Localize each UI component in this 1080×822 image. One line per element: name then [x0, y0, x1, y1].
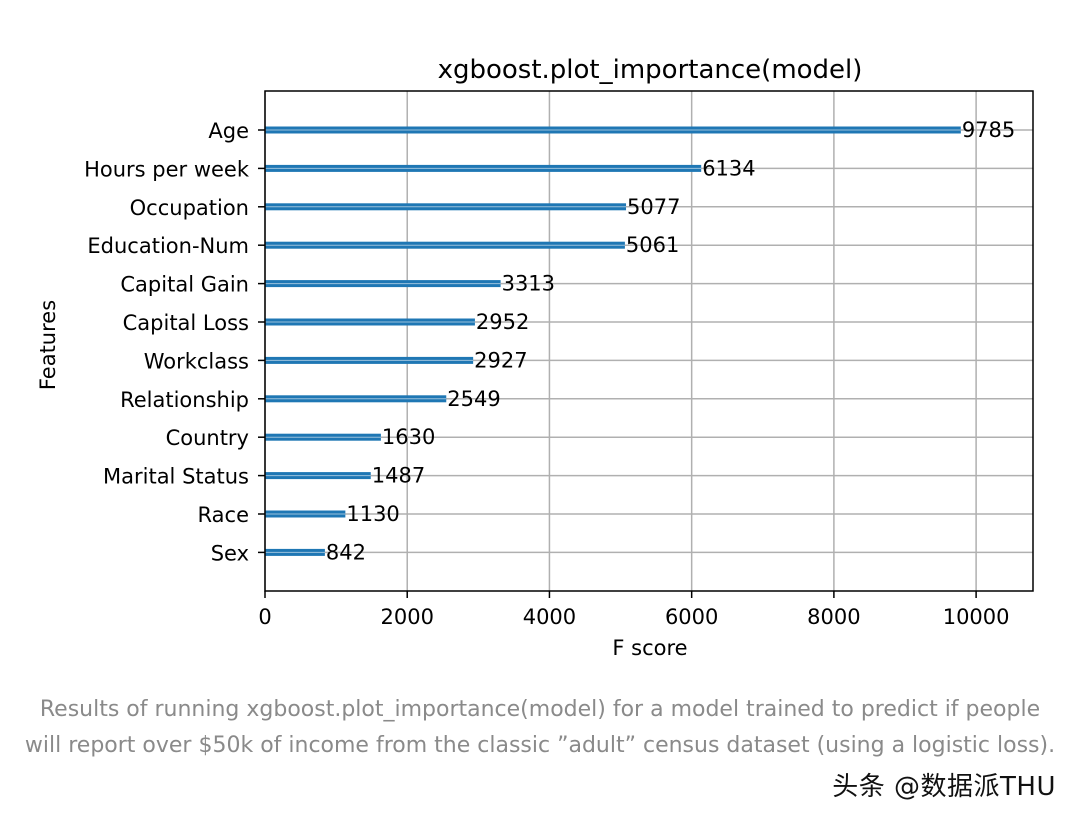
- bar-value-label: 842: [326, 540, 366, 564]
- watermark: 头条 @数据派THU: [832, 772, 1056, 802]
- y-tick-label: Workclass: [144, 349, 249, 373]
- bar-value-label: 3313: [502, 272, 555, 296]
- bar-value-label: 2927: [474, 348, 527, 372]
- chart-title: xgboost.plot_importance(model): [438, 55, 863, 85]
- x-axis-label: F score: [612, 636, 687, 660]
- bar-value-label: 2549: [447, 387, 500, 411]
- x-tick-label: 8000: [807, 605, 860, 629]
- value-labels: 9785 6134 5077 5061 3313 2952 2927 2549 1630 1487…: [326, 118, 1015, 564]
- bar-value-label: 2952: [476, 310, 529, 334]
- bar-value-label: 5077: [627, 195, 680, 219]
- y-tick-label: Education-Num: [87, 234, 249, 258]
- y-tick-label: Relationship: [120, 388, 249, 412]
- x-tick-label: 6000: [665, 605, 718, 629]
- y-tick-label: Occupation: [130, 196, 249, 220]
- bar-value-label: 1130: [346, 502, 399, 526]
- x-tick-label: 4000: [523, 605, 576, 629]
- y-tick-label: Age: [208, 119, 249, 143]
- bar-value-label: 1630: [382, 425, 435, 449]
- x-tick-label: 2000: [380, 605, 433, 629]
- y-tick-labels: Age Hours per week Occupation Education-Num…: [84, 119, 265, 565]
- feature-importance-chart: xgboost.plot_importance(model) 9785 6134 5…: [36, 55, 1034, 660]
- y-tick-label: Country: [166, 426, 249, 450]
- x-tick-labels: 0 2000 4000 6000 8000 10000: [258, 591, 1010, 629]
- bar-value-label: 9785: [962, 118, 1015, 142]
- y-tick-label: Marital Status: [103, 465, 249, 489]
- figure-caption: Results of running xgboost.plot_importan…: [24, 697, 1056, 758]
- y-tick-label: Sex: [211, 541, 249, 565]
- plot-frame: [264, 90, 1034, 592]
- bar-value-label: 6134: [702, 156, 755, 180]
- bars: [265, 126, 961, 556]
- bar-value-label: 1487: [372, 464, 425, 488]
- y-tick-label: Hours per week: [84, 157, 250, 181]
- y-tick-label: Capital Loss: [123, 311, 249, 335]
- y-tick-label: Capital Gain: [120, 273, 249, 297]
- y-axis-label: Features: [36, 300, 60, 390]
- x-tick-label: 0: [258, 605, 271, 629]
- x-tick-label: 10000: [943, 605, 1010, 629]
- y-tick-label: Race: [198, 503, 249, 527]
- bar-value-label: 5061: [626, 233, 679, 257]
